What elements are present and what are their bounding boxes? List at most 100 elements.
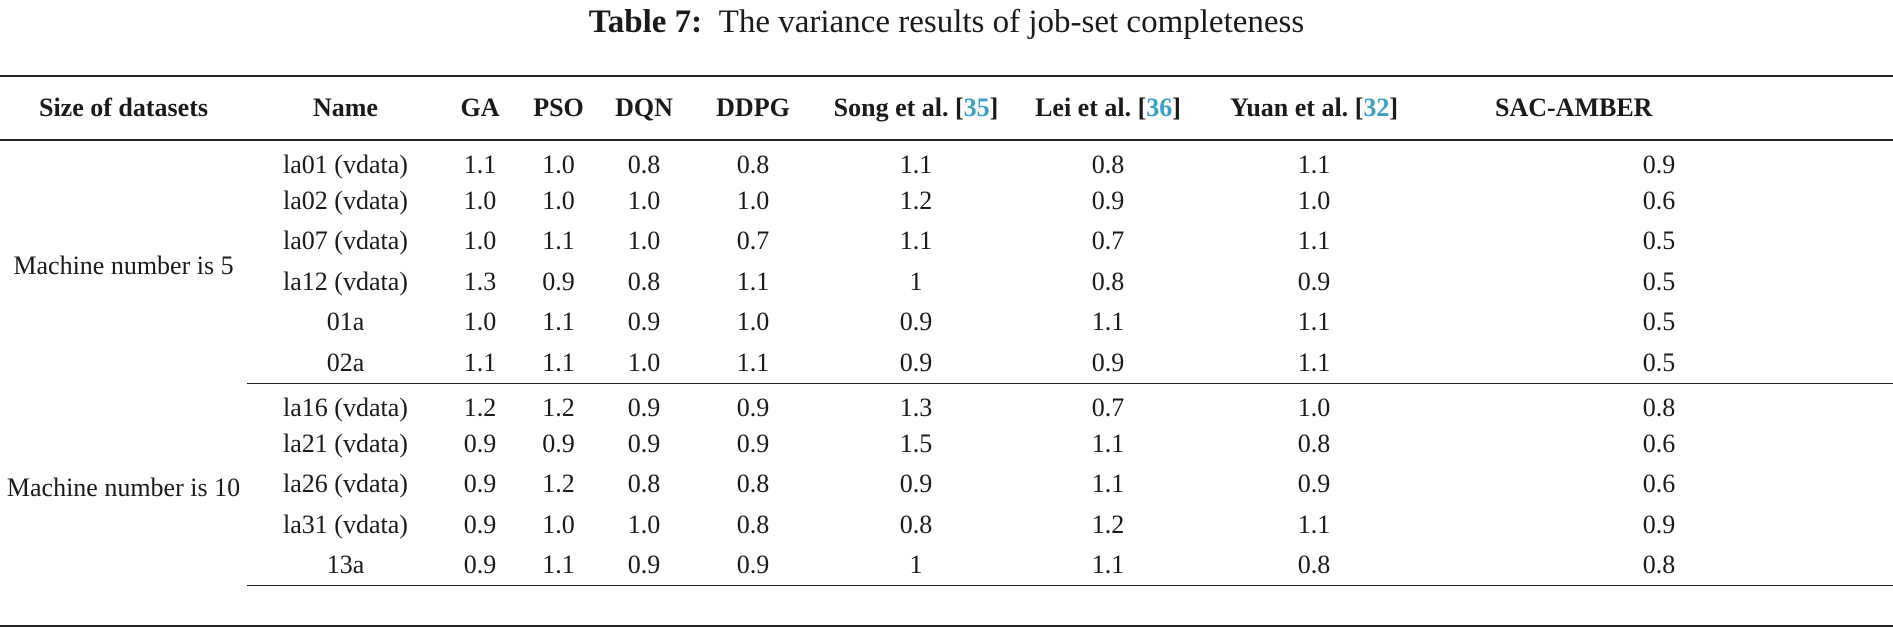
table-row: 02a 1.1 1.1 1.0 1.1 0.9 0.9 1.1 0.5 xyxy=(0,342,1893,384)
cell-song: 1.5 xyxy=(899,428,933,458)
cell-sac: 0.5 xyxy=(1642,307,1676,337)
cell-ddpg: 0.9 xyxy=(736,392,770,422)
caption-text: The variance results of job-set complete… xyxy=(718,4,1305,40)
cell-lei: 1.1 xyxy=(1091,469,1125,499)
cell-ddpg: 0.8 xyxy=(736,149,770,179)
cell-pso: 1.1 xyxy=(542,307,575,337)
cell-song: 1 xyxy=(909,266,923,296)
cell-lei: 0.7 xyxy=(1091,392,1125,422)
table-row: la21 (vdata) 0.9 0.9 0.9 0.9 1.5 1.1 0.8 0.6 xyxy=(0,424,1893,465)
cell-song: 0.8 xyxy=(899,509,933,539)
caption-separator: : xyxy=(691,4,703,40)
cell-name: la01 (vdata) xyxy=(283,149,408,179)
cell-ga: 0.9 xyxy=(444,545,516,586)
table-row: la26 (vdata) 0.9 1.2 0.8 0.8 0.9 1.1 0.9 0.6 xyxy=(0,464,1893,505)
header-sac-amber: SAC-AMBER xyxy=(1425,75,1893,141)
table-bottom-rule xyxy=(0,625,1893,627)
cell-dqn: 0.9 xyxy=(627,307,661,337)
cell-pso: 1.2 xyxy=(542,392,575,422)
cell-lei: 0.8 xyxy=(1091,266,1125,296)
table-row: 13a 0.9 1.1 0.9 0.9 1 1.1 0.8 0.8 xyxy=(0,545,1893,586)
table-row: 01a 1.0 1.1 0.9 1.0 0.9 1.1 1.1 0.5 xyxy=(0,302,1893,343)
cell-dqn: 0.8 xyxy=(627,266,661,296)
cell-lei: 0.8 xyxy=(1091,149,1125,179)
cell-name: la26 (vdata) xyxy=(283,469,408,499)
table-row: la02 (vdata) 1.0 1.0 1.0 1.0 1.2 0.9 1.0 0.6 xyxy=(0,181,1893,222)
cell-dqn: 0.9 xyxy=(601,545,687,586)
cell-name: 02a xyxy=(247,342,444,384)
header-song-text: Song et al. xyxy=(833,93,955,122)
cell-lei: 0.7 xyxy=(1091,226,1125,256)
cell-sac: 0.5 xyxy=(1642,226,1676,256)
cell-name: la02 (vdata) xyxy=(283,185,408,215)
cell-sac: 0.6 xyxy=(1642,185,1676,215)
cell-ddpg: 1.1 xyxy=(736,266,770,296)
cell-yuan: 1.1 xyxy=(1297,149,1331,179)
table-caption: Table 7: The variance results of job-set… xyxy=(0,0,1893,44)
cell-pso: 1.0 xyxy=(542,149,575,179)
cell-dqn: 0.9 xyxy=(627,428,661,458)
cell-sac: 0.8 xyxy=(1642,392,1676,422)
cell-ga: 1.0 xyxy=(463,185,497,215)
cell-pso: 1.2 xyxy=(542,469,575,499)
cell-ga: 1.0 xyxy=(463,226,497,256)
cell-yuan: 1.0 xyxy=(1297,185,1331,215)
cell-ddpg: 1.1 xyxy=(687,342,819,384)
cell-dqn: 1.0 xyxy=(627,509,661,539)
cell-lei: 1.1 xyxy=(1013,545,1203,586)
table-row: la07 (vdata) 1.0 1.1 1.0 0.7 1.1 0.7 1.1 0.5 xyxy=(0,221,1893,262)
cell-song: 1.2 xyxy=(899,185,933,215)
cell-lei: 1.1 xyxy=(1091,428,1125,458)
reference-link-32[interactable]: 32 xyxy=(1363,93,1390,122)
header-name: Name xyxy=(247,75,444,141)
cell-yuan: 1.0 xyxy=(1297,392,1331,422)
cell-ddpg: 0.7 xyxy=(736,226,770,256)
group-label: Machine number is 10 xyxy=(6,473,241,503)
cell-sac: 0.5 xyxy=(1425,342,1893,384)
cell-name: la07 (vdata) xyxy=(283,226,408,256)
cell-ga: 1.1 xyxy=(444,342,516,384)
cell-yuan: 1.1 xyxy=(1203,342,1425,384)
header-lei-text: Lei et al. xyxy=(1035,93,1138,122)
table-row: la31 (vdata) 0.9 1.0 1.0 0.8 0.8 1.2 1.1 0.9 xyxy=(0,505,1893,546)
cell-lei: 1.1 xyxy=(1091,307,1125,337)
cell-song: 1 xyxy=(819,545,1013,586)
cell-ga: 0.9 xyxy=(463,428,497,458)
cell-pso: 1.0 xyxy=(542,185,575,215)
cell-pso: 0.9 xyxy=(542,428,575,458)
group-label: Machine number is 5 xyxy=(13,251,234,280)
cell-dqn: 1.0 xyxy=(627,226,661,256)
cell-song: 0.9 xyxy=(819,342,1013,384)
cell-sac: 0.9 xyxy=(1642,509,1676,539)
header-row: Size of datasets Name GA PSO DQN DDPG So… xyxy=(0,75,1893,141)
cell-pso: 1.1 xyxy=(542,226,575,256)
cell-song: 1.3 xyxy=(899,392,933,422)
table-row: Machine number is 10 la16 (vdata) 1.2 1.2 0.… xyxy=(0,383,1893,503)
reference-link-35[interactable]: 35 xyxy=(963,93,990,122)
cell-dqn: 0.8 xyxy=(627,469,661,499)
cell-yuan: 1.1 xyxy=(1297,509,1331,539)
cell-yuan: 0.8 xyxy=(1297,428,1331,458)
cell-ga: 1.0 xyxy=(463,307,497,337)
caption-label: Table 7 xyxy=(588,4,692,40)
cell-yuan: 1.1 xyxy=(1297,226,1331,256)
cell-dqn: 1.0 xyxy=(627,185,661,215)
cell-sac: 0.6 xyxy=(1642,428,1676,458)
cell-song: 1.1 xyxy=(899,226,933,256)
cell-song: 0.9 xyxy=(899,469,933,499)
cell-ddpg: 0.9 xyxy=(736,428,770,458)
reference-link-36[interactable]: 36 xyxy=(1146,93,1173,122)
header-dqn: DQN xyxy=(601,75,687,141)
cell-pso: 0.9 xyxy=(542,266,575,296)
cell-name: la12 (vdata) xyxy=(283,266,408,296)
cell-sac: 0.5 xyxy=(1642,266,1676,296)
cell-lei: 0.9 xyxy=(1091,185,1125,215)
cell-yuan: 0.8 xyxy=(1203,545,1425,586)
cell-name: 01a xyxy=(326,307,365,337)
cell-yuan: 0.9 xyxy=(1297,266,1331,296)
header-ddpg: DDPG xyxy=(687,75,819,141)
table-row: la12 (vdata) 1.3 0.9 0.8 1.1 1 0.8 0.9 0.5 xyxy=(0,262,1893,303)
header-yuan-text: Yuan et al. xyxy=(1229,93,1355,122)
table-row: Machine number is 5 la01 (vdata) 1.1 1.0 0.8… xyxy=(0,140,1893,280)
cell-ddpg: 0.9 xyxy=(687,545,819,586)
